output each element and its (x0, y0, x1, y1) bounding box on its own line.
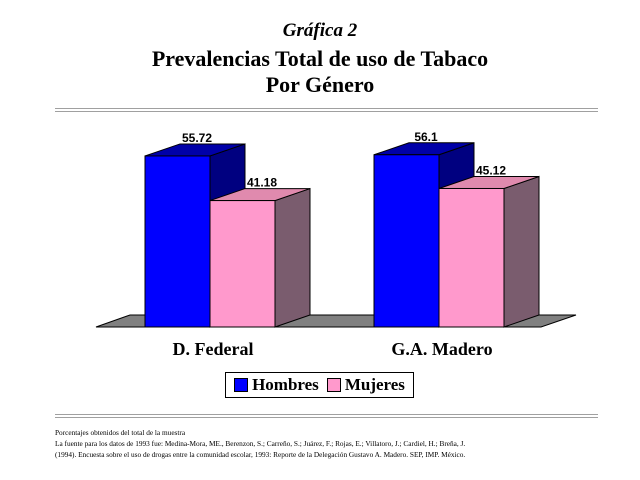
chart-legend: Hombres Mujeres (225, 372, 414, 398)
chart-footnote: Porcentajes obtenidos del total de la mu… (55, 427, 600, 460)
bar-hombres-d-federal (144, 155, 211, 328)
legend-label-hombres: Hombres (252, 375, 319, 394)
data-label-hombres-g-a-madero: 56.1 (414, 130, 438, 144)
legend-item-hombres: Hombres (234, 375, 319, 395)
bottom-rule (55, 414, 598, 415)
legend-swatch-hombres (234, 378, 249, 392)
bar-hombres-g-a-madero (373, 154, 440, 328)
bar-side-mujeres-d-federal (274, 187, 311, 328)
chart-kicker: Gráfica 2 (282, 20, 358, 41)
footnote-line-1: Porcentajes obtenidos del total de la mu… (55, 428, 186, 437)
bottom-rule-2 (55, 417, 598, 418)
bar-side-mujeres-g-a-madero (503, 175, 540, 328)
legend-label-mujeres: Mujeres (344, 375, 405, 394)
top-rule-2 (55, 111, 598, 112)
data-label-mujeres-g-a-madero: 45.12 (476, 163, 506, 177)
bar-mujeres-d-federal (209, 200, 276, 328)
data-label-mujeres-d-federal: 41.18 (247, 176, 277, 190)
footnote-line-3: (1994). Encuesta sobre el uso de drogas … (55, 450, 466, 459)
bar-mujeres-g-a-madero (438, 187, 505, 328)
legend-item-mujeres: Mujeres (326, 375, 405, 395)
chart-title-line-2: Por Género (265, 72, 375, 97)
data-label-hombres-d-federal: 55.72 (182, 131, 212, 145)
chart-title: Prevalencias Total de uso de Tabaco Por … (0, 46, 640, 98)
footnote-line-2: La fuente para los datos de 1993 fue: Me… (55, 439, 466, 448)
category-label-g-a-madero: G.A. Madero (391, 339, 492, 359)
chart-title-line-1: Prevalencias Total de uso de Tabaco (151, 46, 489, 71)
top-rule (55, 108, 598, 109)
category-label-d-federal: D. Federal (173, 339, 254, 359)
legend-swatch-mujeres (326, 378, 341, 392)
